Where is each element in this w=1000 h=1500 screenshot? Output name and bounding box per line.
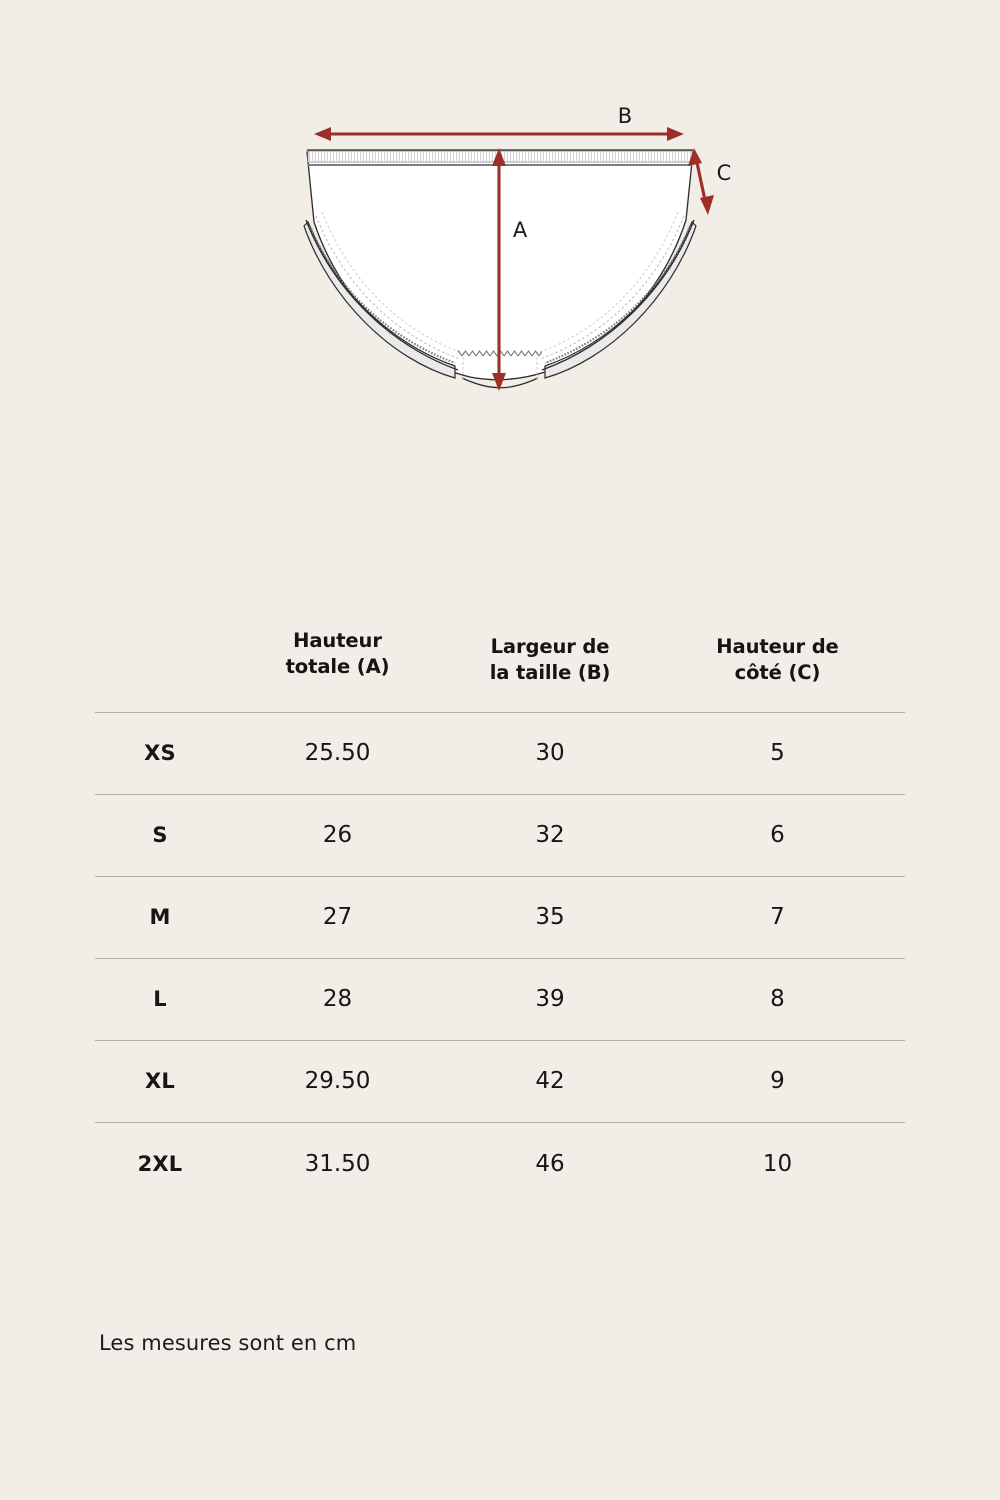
value-waist-width: 46 (535, 1150, 565, 1177)
table-row: S 26 32 6 (95, 794, 905, 876)
value-waist-width: 39 (535, 986, 565, 1013)
value-height-total: 31.50 (304, 1150, 371, 1177)
table-row: 2XL 31.50 46 10 (95, 1122, 905, 1204)
value-waist-width: 35 (535, 904, 565, 931)
value-side-height: 5 (770, 740, 785, 767)
value-side-height: 7 (770, 904, 785, 931)
column-header-height-total: Hauteur totale (A) (225, 628, 450, 712)
table-row: XS 25.50 30 5 (95, 712, 905, 794)
column-header-size (95, 628, 225, 712)
header-line-2: la taille (B) (489, 660, 611, 684)
table-header: Hauteur totale (A) Largeur de la taille … (95, 628, 905, 712)
value-side-height: 6 (770, 822, 785, 849)
table-row: M 27 35 7 (95, 876, 905, 958)
dimension-arrows (314, 127, 714, 391)
column-header-side-height: Hauteur de côté (C) (650, 628, 905, 712)
c-arrow (688, 148, 714, 215)
size-label: M (149, 905, 171, 930)
value-side-height: 9 (770, 1068, 785, 1095)
size-table: Hauteur totale (A) Largeur de la taille … (95, 628, 905, 1204)
dimension-label-b: B (618, 104, 632, 128)
garment-illustration: B A C (0, 0, 1000, 470)
size-label: S (152, 823, 168, 848)
value-height-total: 26 (322, 822, 353, 849)
header-line-2: côté (C) (734, 660, 821, 684)
header-line-1: Hauteur de (716, 635, 839, 658)
measurement-unit-note: Les mesures sont en cm (99, 1331, 357, 1355)
value-waist-width: 42 (535, 1068, 565, 1095)
size-label: XL (145, 1069, 175, 1094)
a-arrow (492, 148, 506, 391)
column-header-waist-width: Largeur de la taille (B) (450, 628, 650, 712)
value-waist-width: 30 (535, 740, 565, 767)
table-row: L 28 39 8 (95, 958, 905, 1040)
b-arrow (314, 127, 684, 141)
header-line-1: Largeur de (490, 635, 610, 658)
size-label: L (153, 987, 167, 1012)
table-row: XL 29.50 42 9 (95, 1040, 905, 1122)
value-waist-width: 32 (535, 822, 565, 849)
dimension-label-a: A (513, 218, 528, 242)
size-label: 2XL (137, 1151, 183, 1176)
header-row: Hauteur totale (A) Largeur de la taille … (95, 628, 905, 712)
table-body: XS 25.50 30 5 S 26 32 6 M 27 35 7 L 28 39 8 XL 29.50 42 9 2X… (95, 712, 905, 1204)
value-height-total: 28 (322, 986, 353, 1013)
size-label: XS (144, 741, 176, 766)
header-line-2: totale (A) (285, 654, 390, 678)
header-line-1: Hauteur (293, 629, 382, 652)
value-height-total: 27 (322, 904, 353, 931)
value-side-height: 10 (762, 1150, 793, 1177)
value-height-total: 29.50 (304, 1068, 371, 1095)
dimension-label-c: C (717, 161, 732, 185)
size-table-container: Hauteur totale (A) Largeur de la taille … (95, 628, 905, 1204)
value-side-height: 8 (770, 986, 785, 1013)
value-height-total: 25.50 (304, 740, 371, 767)
